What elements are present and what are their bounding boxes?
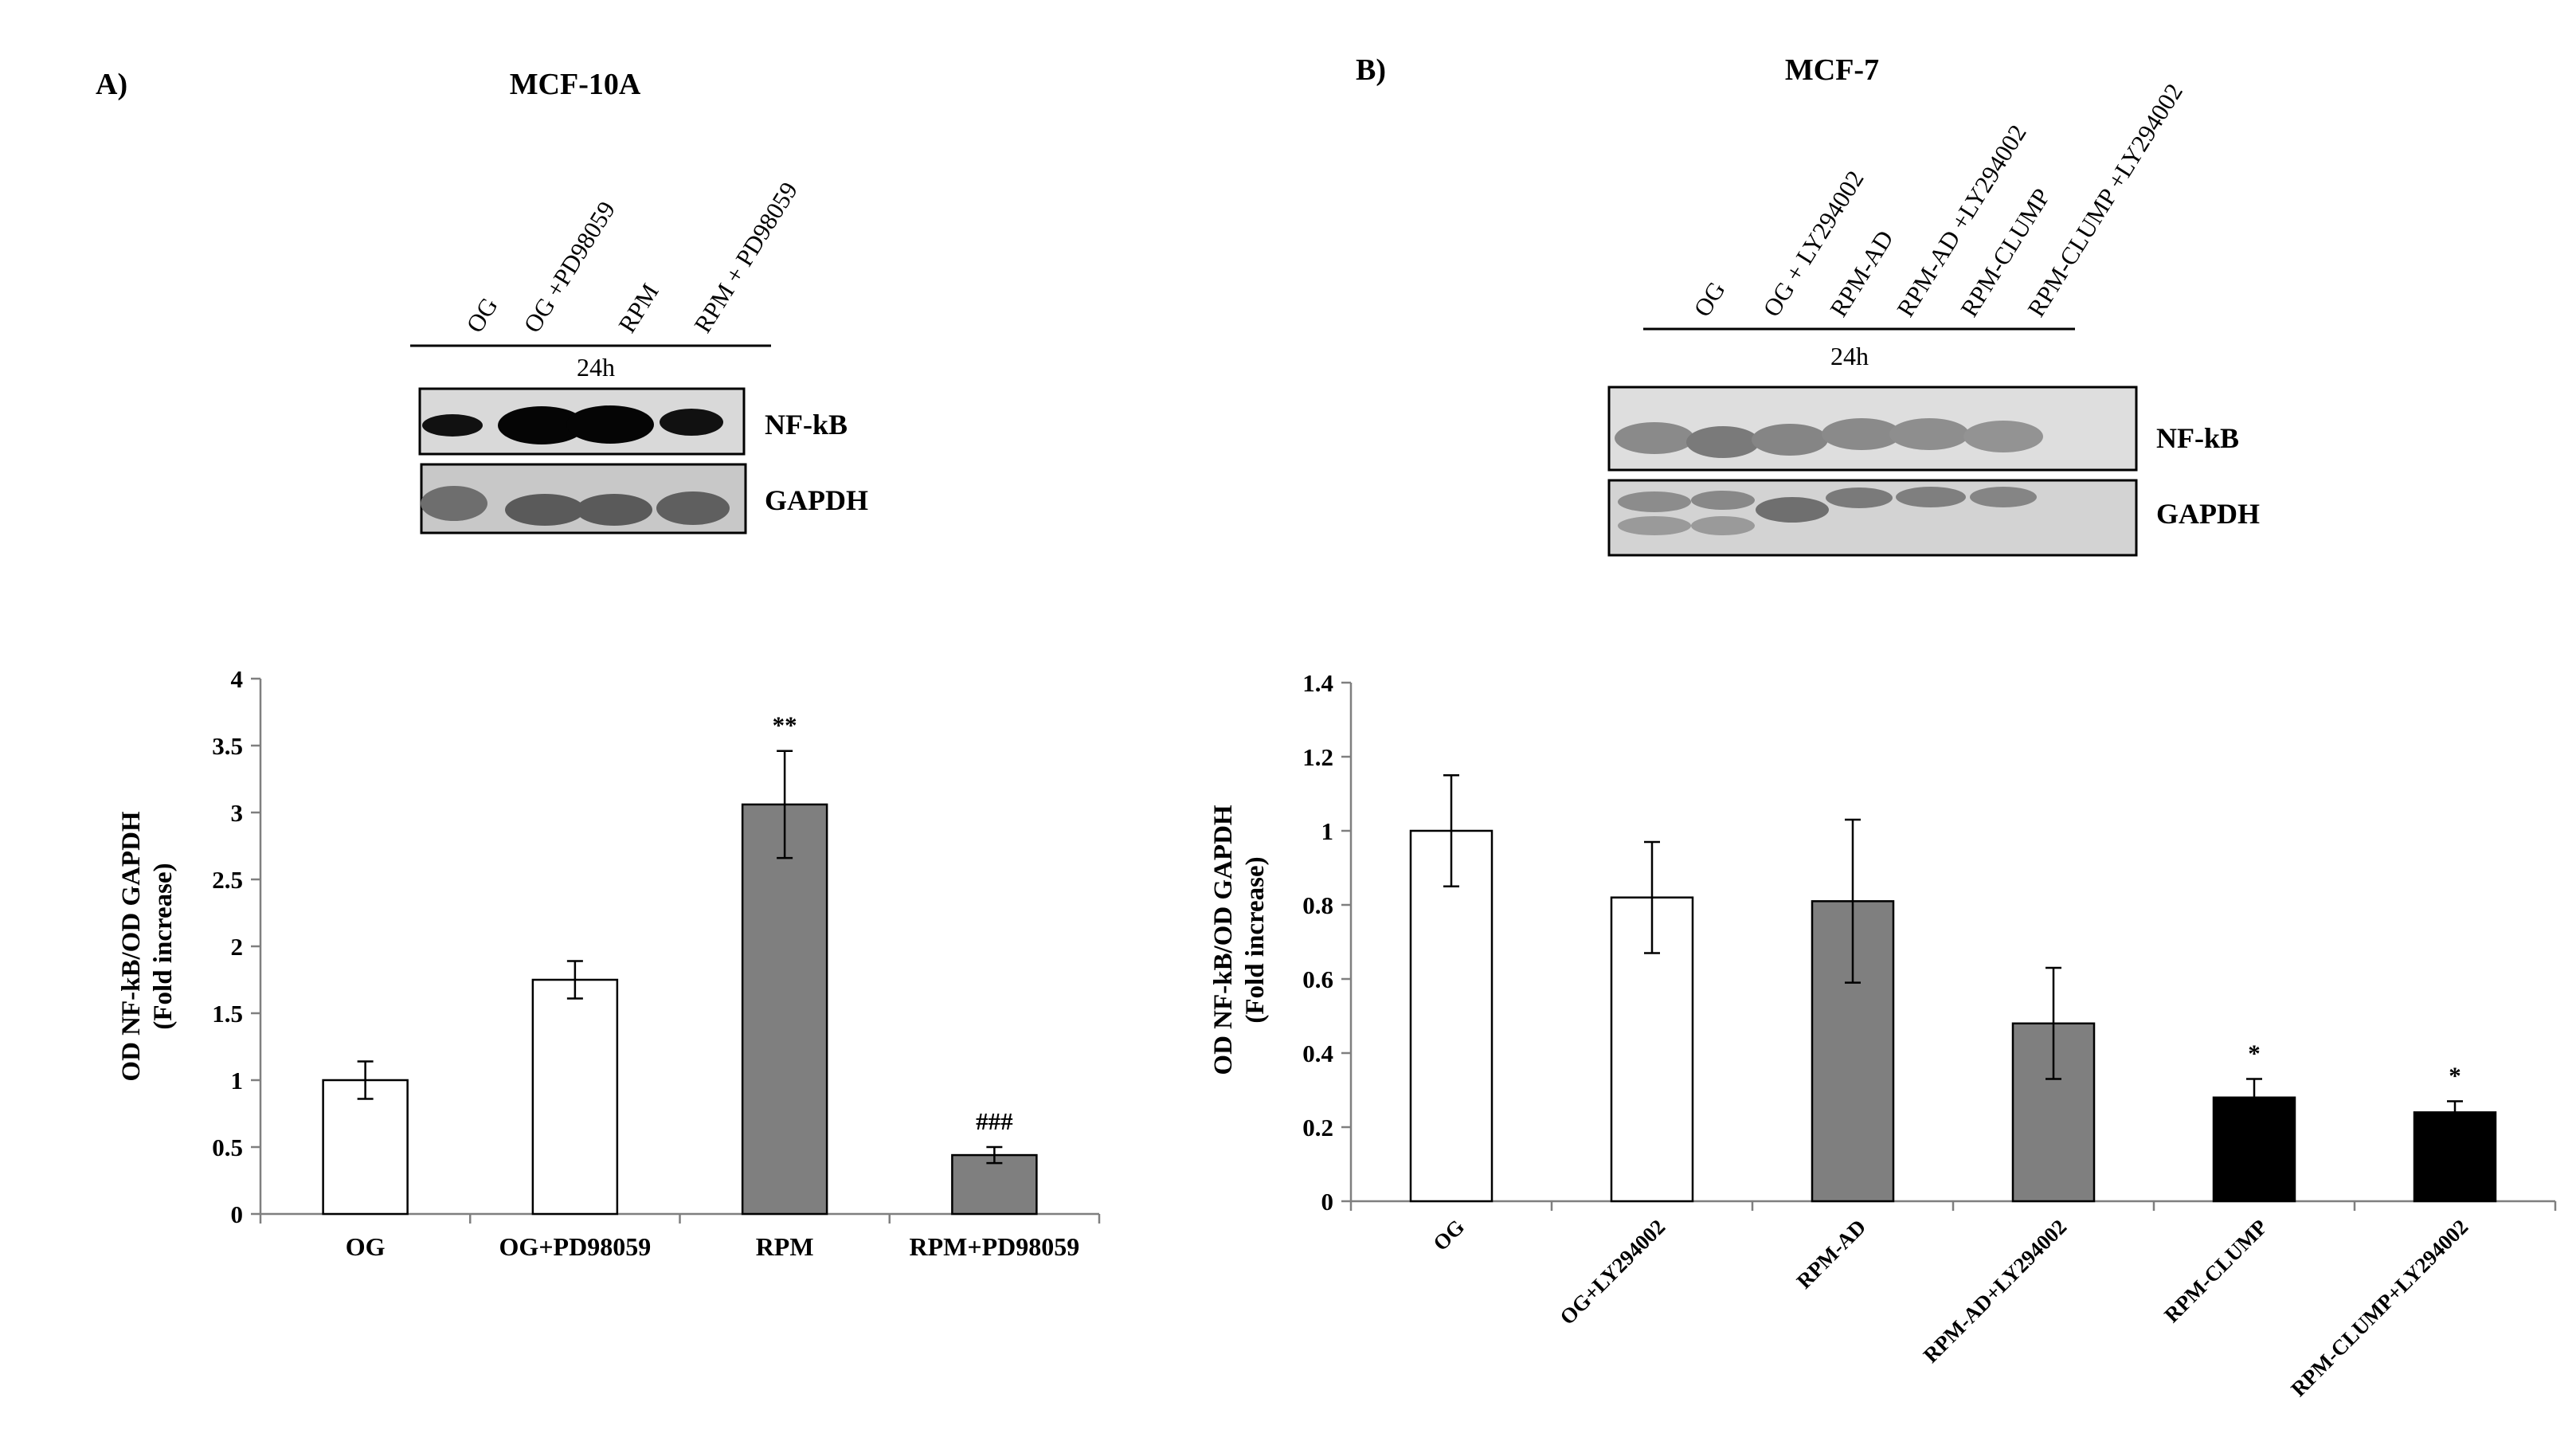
y-tick-label: 1 <box>1321 817 1334 845</box>
chart-a: 0 0.5 1 1.5 2 2.5 3 3.5 4 OG OG+PD98059 ** RPM ### RPM… <box>117 665 1101 1261</box>
x-tick-label: OG+LY294002 <box>1555 1215 1670 1329</box>
y-tick-label: 1.5 <box>212 1000 243 1028</box>
y-tick-label: 0.2 <box>1302 1114 1333 1141</box>
y-tick-label: 1.2 <box>1302 743 1333 771</box>
x-tick-label: OG <box>346 1232 386 1261</box>
y-tick-label: 2.5 <box>212 866 243 894</box>
y-tick-label: 0.6 <box>1302 965 1333 993</box>
lane-label: OG <box>1688 276 1730 322</box>
panel-a-blot-label-nfkb: NF-kB <box>765 409 848 440</box>
bar <box>2413 1111 2497 1203</box>
significance-label: * <box>2449 1061 2461 1089</box>
lane-label: RPM + PD98059 <box>688 177 803 337</box>
y-tick-label: 4 <box>231 665 244 693</box>
y-tick-label: 0.5 <box>212 1134 243 1161</box>
y-tick-label: 0 <box>1321 1188 1334 1216</box>
x-tick-label: RPM-CLUMP+LY294002 <box>2286 1215 2472 1401</box>
lane-label: RPM-AD <box>1824 225 1899 322</box>
panel-b-time-label: 24h <box>1830 342 1869 370</box>
bar <box>322 1079 409 1216</box>
y-tick-label: 2 <box>231 933 244 961</box>
significance-label: ### <box>976 1107 1013 1135</box>
bar <box>741 803 828 1216</box>
panel-a-label: A) <box>96 68 127 101</box>
x-tick-label: RPM <box>756 1232 814 1261</box>
x-tick-label: OG+PD98059 <box>499 1232 652 1261</box>
panel-b-blot-label-gapdh: GAPDH <box>2156 498 2260 530</box>
lane-label: OG <box>460 292 503 338</box>
y-tick-label: 1.4 <box>1302 669 1333 697</box>
panel-a-time-label: 24h <box>577 353 615 382</box>
bar <box>531 978 619 1216</box>
bar <box>1409 829 1494 1203</box>
x-tick-label: RPM-AD <box>1792 1215 1871 1294</box>
panel-b-blot-label-nfkb: NF-kB <box>2156 422 2239 454</box>
lane-label: OG +PD98059 <box>518 196 621 337</box>
y-tick-label: 3.5 <box>212 732 243 760</box>
significance-label: * <box>2248 1040 2261 1067</box>
y-axis-label-unit: (Fold increase) <box>1241 856 1270 1023</box>
lane-label: RPM <box>613 279 664 338</box>
y-tick-label: 1 <box>231 1067 244 1094</box>
x-tick-label: RPM-AD+LY294002 <box>1919 1215 2072 1368</box>
panel-a-blot-gapdh <box>420 463 747 534</box>
y-tick-label: 0.4 <box>1302 1040 1333 1067</box>
panel-a-blot-label-gapdh: GAPDH <box>765 484 868 516</box>
x-tick-label: OG <box>1428 1215 1469 1255</box>
chart-b: 0 0.2 0.4 0.6 0.8 1 1.2 1.4 OG OG+LY294002 RPM-AD R… <box>1209 669 2557 1401</box>
panel-b-blot-gapdh <box>1607 479 2138 557</box>
bar <box>1610 896 1694 1203</box>
y-axis-label-unit: (Fold increase) <box>149 863 178 1029</box>
panel-b-title: MCF-7 <box>1785 53 1879 87</box>
panel-b-lane-labels: OG OG + LY294002 RPM-AD RPM-AD +LY294002… <box>1688 79 2188 322</box>
y-axis-label: OD NF-kB/OD GAPDH <box>1209 805 1238 1075</box>
bar <box>1811 900 1895 1203</box>
y-tick-label: 0.8 <box>1302 891 1333 919</box>
panel-a-blot-nfkb <box>418 387 746 456</box>
x-tick-label: RPM+PD98059 <box>910 1232 1080 1261</box>
y-tick-label: 0 <box>231 1200 244 1228</box>
panel-a-title: MCF-10A <box>510 68 641 101</box>
panel-b-label: B) <box>1356 53 1386 87</box>
y-axis-label: OD NF-kB/OD GAPDH <box>117 811 146 1082</box>
y-tick-label: 3 <box>231 799 244 827</box>
panel-b-blot-nfkb <box>1607 386 2138 472</box>
significance-label: ** <box>773 711 797 739</box>
bar <box>951 1153 1038 1216</box>
x-tick-label: RPM-CLUMP <box>2159 1215 2272 1327</box>
panel-a-lane-labels: OG OG +PD98059 RPM RPM + PD98059 <box>460 177 803 337</box>
